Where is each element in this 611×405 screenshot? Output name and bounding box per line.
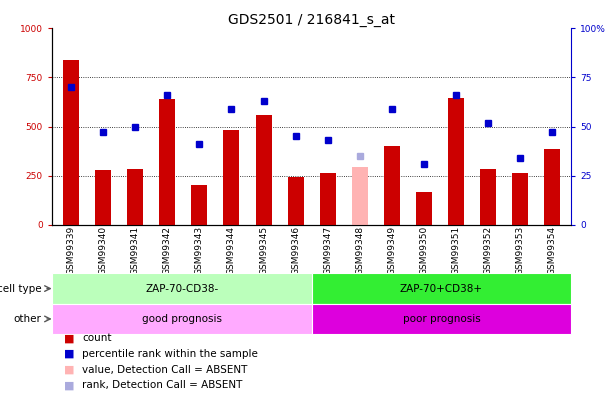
Bar <box>288 177 304 225</box>
Bar <box>448 98 464 225</box>
Bar <box>52 304 312 334</box>
Text: ZAP-70-CD38-: ZAP-70-CD38- <box>145 284 218 294</box>
Text: ■: ■ <box>64 364 75 375</box>
Bar <box>416 192 432 225</box>
Text: count: count <box>82 333 112 343</box>
Bar <box>352 167 368 225</box>
Bar <box>95 170 111 225</box>
Text: ■: ■ <box>64 349 75 359</box>
Text: cell type: cell type <box>0 284 42 294</box>
Text: percentile rank within the sample: percentile rank within the sample <box>82 349 258 359</box>
Bar <box>52 273 312 304</box>
Bar <box>191 185 207 225</box>
Bar <box>224 130 240 225</box>
Bar <box>312 273 571 304</box>
Bar <box>63 60 79 225</box>
Bar <box>480 169 496 225</box>
Text: other: other <box>13 314 42 324</box>
Text: rank, Detection Call = ABSENT: rank, Detection Call = ABSENT <box>82 380 243 390</box>
Text: ■: ■ <box>64 380 75 390</box>
Text: good prognosis: good prognosis <box>142 314 222 324</box>
Bar <box>544 149 560 225</box>
Bar <box>384 146 400 225</box>
Text: value, Detection Call = ABSENT: value, Detection Call = ABSENT <box>82 364 248 375</box>
Bar <box>159 99 175 225</box>
Title: GDS2501 / 216841_s_at: GDS2501 / 216841_s_at <box>228 13 395 27</box>
Bar <box>255 115 271 225</box>
Text: ZAP-70+CD38+: ZAP-70+CD38+ <box>400 284 483 294</box>
Bar <box>320 173 335 225</box>
Text: ■: ■ <box>64 333 75 343</box>
Bar <box>512 173 528 225</box>
Bar <box>127 169 144 225</box>
Bar <box>312 304 571 334</box>
Text: poor prognosis: poor prognosis <box>403 314 480 324</box>
